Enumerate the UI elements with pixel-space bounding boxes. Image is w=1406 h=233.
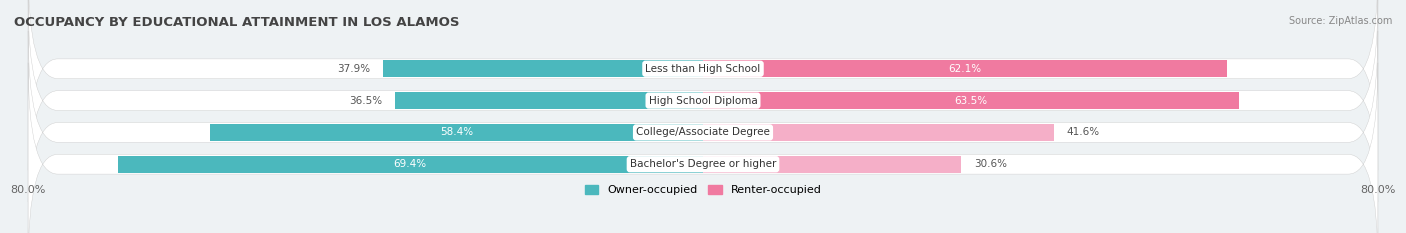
- Text: High School Diploma: High School Diploma: [648, 96, 758, 106]
- Bar: [703, 92, 1239, 109]
- Bar: [703, 156, 962, 173]
- Text: 36.5%: 36.5%: [349, 96, 382, 106]
- Legend: Owner-occupied, Renter-occupied: Owner-occupied, Renter-occupied: [581, 180, 825, 200]
- Text: 69.4%: 69.4%: [394, 159, 427, 169]
- Bar: [118, 156, 703, 173]
- FancyBboxPatch shape: [28, 31, 1378, 233]
- Bar: [211, 124, 703, 141]
- Text: 63.5%: 63.5%: [955, 96, 987, 106]
- FancyBboxPatch shape: [28, 0, 1378, 202]
- Bar: [395, 92, 703, 109]
- Text: 41.6%: 41.6%: [1067, 127, 1099, 137]
- Text: 62.1%: 62.1%: [949, 64, 981, 74]
- Text: 30.6%: 30.6%: [974, 159, 1007, 169]
- Text: Source: ZipAtlas.com: Source: ZipAtlas.com: [1288, 16, 1392, 26]
- Text: Bachelor's Degree or higher: Bachelor's Degree or higher: [630, 159, 776, 169]
- Text: 58.4%: 58.4%: [440, 127, 474, 137]
- Text: Less than High School: Less than High School: [645, 64, 761, 74]
- FancyBboxPatch shape: [28, 63, 1378, 233]
- Text: 37.9%: 37.9%: [337, 64, 371, 74]
- FancyBboxPatch shape: [28, 0, 1378, 170]
- Bar: [703, 60, 1227, 77]
- Text: College/Associate Degree: College/Associate Degree: [636, 127, 770, 137]
- Text: OCCUPANCY BY EDUCATIONAL ATTAINMENT IN LOS ALAMOS: OCCUPANCY BY EDUCATIONAL ATTAINMENT IN L…: [14, 16, 460, 29]
- Bar: [703, 124, 1054, 141]
- Bar: [384, 60, 703, 77]
